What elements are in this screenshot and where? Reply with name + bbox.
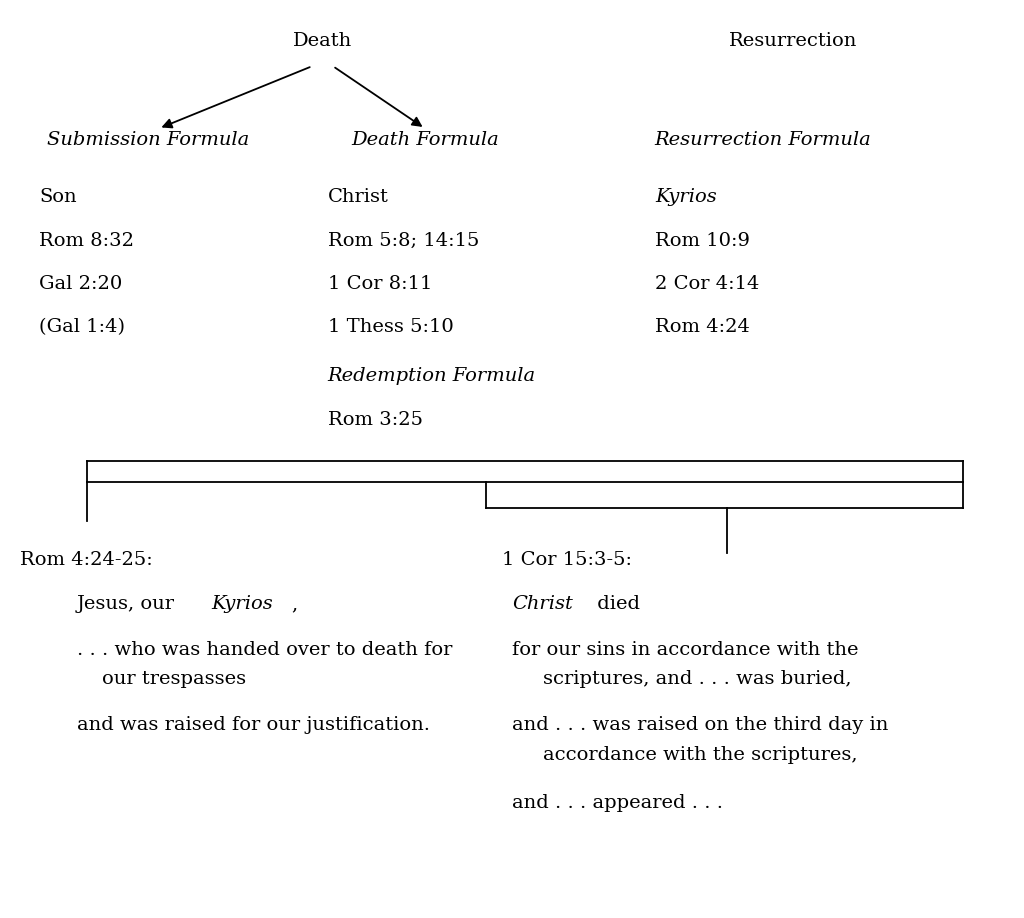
Text: Rom 3:25: Rom 3:25 (328, 410, 423, 429)
Text: Resurrection Formula: Resurrection Formula (654, 130, 871, 149)
Text: died: died (591, 595, 640, 613)
Text: 1 Thess 5:10: 1 Thess 5:10 (328, 318, 454, 336)
Text: (Gal 1:4): (Gal 1:4) (39, 318, 125, 336)
Text: Christ: Christ (512, 595, 572, 613)
Text: for our sins in accordance with the: for our sins in accordance with the (512, 641, 858, 659)
Text: Death Formula: Death Formula (351, 130, 499, 149)
Text: Rom 4:24: Rom 4:24 (655, 318, 751, 336)
Text: . . . who was handed over to death for: . . . who was handed over to death for (77, 641, 453, 659)
Text: Redemption Formula: Redemption Formula (328, 367, 536, 386)
Text: scriptures, and . . . was buried,: scriptures, and . . . was buried, (543, 670, 851, 688)
Text: Rom 10:9: Rom 10:9 (655, 231, 751, 250)
Text: 1 Cor 15:3-5:: 1 Cor 15:3-5: (502, 551, 632, 569)
Text: Resurrection: Resurrection (729, 32, 858, 50)
Text: our trespasses: our trespasses (102, 670, 247, 688)
Text: Rom 8:32: Rom 8:32 (39, 231, 134, 250)
Text: Jesus, our: Jesus, our (77, 595, 181, 613)
Text: accordance with the scriptures,: accordance with the scriptures, (543, 745, 857, 764)
Text: Death: Death (293, 32, 352, 50)
Text: Kyrios: Kyrios (655, 188, 717, 207)
Text: Rom 5:8; 14:15: Rom 5:8; 14:15 (328, 231, 479, 250)
Text: Gal 2:20: Gal 2:20 (39, 274, 122, 293)
Text: and was raised for our justification.: and was raised for our justification. (77, 716, 430, 734)
Text: Christ: Christ (328, 188, 388, 207)
Text: and . . . appeared . . .: and . . . appeared . . . (512, 794, 723, 812)
Text: Son: Son (39, 188, 77, 207)
Text: ,: , (291, 595, 297, 613)
Text: Rom 4:24-25:: Rom 4:24-25: (20, 551, 154, 569)
Text: 1 Cor 8:11: 1 Cor 8:11 (328, 274, 432, 293)
Text: Kyrios: Kyrios (211, 595, 273, 613)
Text: Submission Formula: Submission Formula (47, 130, 250, 149)
Text: 2 Cor 4:14: 2 Cor 4:14 (655, 274, 760, 293)
Text: and . . . was raised on the third day in: and . . . was raised on the third day in (512, 716, 889, 734)
